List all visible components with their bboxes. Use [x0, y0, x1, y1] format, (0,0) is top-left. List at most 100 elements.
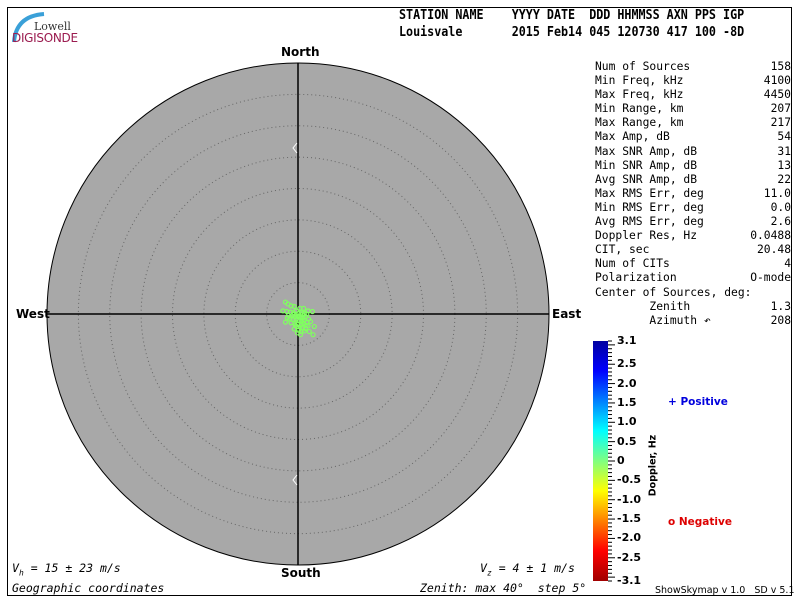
west-label: West: [16, 307, 50, 321]
stat-row: Max Amp, dB 54: [595, 130, 791, 144]
north-label: North: [281, 45, 320, 59]
stat-row: Num of CITs 4: [595, 257, 791, 271]
stat-value: 54: [777, 130, 791, 144]
stat-label: Min Range, km: [595, 102, 684, 116]
source-point: [290, 312, 296, 318]
stat-value: O-mode: [750, 271, 791, 285]
frame: [7, 7, 792, 596]
stat-row: Min Freq, kHz 4100: [595, 74, 791, 88]
stat-label: Zenith: [595, 299, 691, 313]
stat-row: Azimuth ↶ 208: [595, 314, 791, 328]
source-point: [288, 303, 294, 309]
stat-row: Min RMS Err, deg 0.0: [595, 201, 791, 215]
south-label: South: [281, 566, 321, 580]
stat-row: Avg SNR Amp, dB 22: [595, 173, 791, 187]
stat-label: Avg SNR Amp, dB: [595, 172, 698, 186]
source-point: [291, 303, 297, 310]
colorbar-tick-label: 0: [617, 454, 625, 467]
stat-value: 0.0488: [750, 229, 791, 243]
legend-positive-label: Positive: [680, 396, 728, 408]
stat-label: Min RMS Err, deg: [595, 200, 704, 214]
stat-value: 4: [784, 257, 791, 271]
stat-value: 207: [770, 102, 791, 116]
stat-row: Doppler Res, Hz 0.0488: [595, 229, 791, 243]
frame-top: [7, 7, 792, 8]
stat-label: Doppler Res, Hz: [595, 229, 698, 243]
colorbar-tick-label: -2.0: [617, 531, 642, 545]
stat-label: Min SNR Amp, dB: [595, 158, 698, 172]
stat-row: Polarization O-mode: [595, 271, 791, 285]
zenith-grid-label: Zenith: max 40° step 5°: [420, 581, 587, 595]
logo-lowell: Lowell: [34, 20, 71, 33]
vz-readout: Vz = 4 ± 1 m/s: [480, 561, 575, 578]
stat-label: Center of Sources, deg:: [595, 285, 752, 299]
colorbar-title: Doppler, Hz: [647, 434, 659, 497]
stat-label: Polarization: [595, 271, 677, 285]
stat-value: 217: [770, 116, 791, 130]
colorbar-tick-label: 0.5: [617, 434, 637, 448]
stat-value: 158: [770, 60, 791, 73]
vh-value: = 15 ± 23 m/s: [30, 561, 121, 575]
stat-row: Min Range, km 207: [595, 102, 791, 116]
stat-value: 4450: [763, 88, 791, 102]
source-point: [296, 327, 302, 333]
stat-row: Avg RMS Err, deg 2.6: [595, 215, 791, 229]
stat-label: Max Range, km: [595, 116, 684, 130]
stat-value: 2.6: [770, 215, 791, 229]
source-point: [301, 328, 307, 334]
legend-negative: o Negative: [668, 516, 732, 528]
source-point: [305, 323, 311, 329]
stat-value: 22: [777, 172, 791, 186]
colorbar-tick-label: -2.5: [617, 550, 642, 564]
stat-row: Max Range, km 217: [595, 116, 791, 130]
stat-label: Min Freq, kHz: [595, 74, 684, 88]
colorbar-tick-label: -0.5: [617, 473, 642, 487]
east-label: East: [552, 307, 582, 321]
plus-icon: +: [668, 396, 677, 408]
stat-label: Max RMS Err, deg: [595, 186, 704, 200]
stat-label: CIT, sec: [595, 243, 650, 257]
colorbar-tick-label: 2.5: [617, 357, 637, 371]
stat-label: Num of Sources: [595, 60, 691, 73]
stat-row: Min SNR Amp, dB 13: [595, 159, 791, 173]
version-label: ShowSkymap v 1.0 SD v 5.1: [655, 585, 795, 596]
stat-row: Max SNR Amp, dB 31: [595, 145, 791, 159]
colorbar-ticks: [608, 340, 615, 582]
stat-label: Num of CITs: [595, 257, 670, 271]
colorbar-title-wrap: Doppler, Hz: [643, 435, 663, 498]
vz-value: = 4 ± 1 m/s: [498, 561, 575, 575]
logo-arc-icon: [12, 12, 45, 43]
source-point: [282, 319, 289, 325]
stat-value: 11.0: [763, 186, 791, 200]
header-values: Louisvale 2015 Feb14 045 120730 417 100 …: [399, 25, 745, 40]
stat-value: 20.48: [756, 243, 791, 257]
legend-negative-label: Negative: [678, 516, 732, 528]
stat-label: Azimuth ↶: [595, 313, 711, 327]
stat-value: 31: [777, 144, 791, 158]
source-point: [307, 318, 314, 325]
source-point: [292, 322, 299, 328]
stat-value: 4100: [763, 74, 791, 88]
stat-value: 208: [770, 313, 791, 327]
colorbar-tick-label: 2.0: [617, 376, 637, 390]
stat-value: 13: [777, 158, 791, 172]
stat-label: Max Amp, dB: [595, 130, 670, 144]
stat-label: Avg RMS Err, deg: [595, 215, 704, 229]
stat-value: 1.3: [770, 299, 791, 313]
vh-readout: Vh = 15 ± 23 m/s: [12, 561, 121, 578]
doppler-colorbar: [593, 341, 608, 581]
colorbar-tick-label: -1.0: [617, 492, 642, 506]
stat-row: Num of Sources 158: [595, 60, 791, 74]
source-point: [284, 315, 290, 321]
legend-positive: + Positive: [668, 396, 728, 408]
stat-label: Max SNR Amp, dB: [595, 144, 698, 158]
skymap-plot: [46, 62, 550, 566]
coordinates-label: Geographic coordinates: [12, 581, 165, 595]
stat-row: Center of Sources, deg:: [595, 286, 791, 300]
colorbar-tick-label: 1.5: [617, 395, 637, 409]
stat-row: Zenith 1.3: [595, 300, 791, 314]
source-point: [306, 328, 312, 335]
stat-row: Max Freq, kHz 4450: [595, 88, 791, 102]
source-point: [297, 332, 304, 338]
